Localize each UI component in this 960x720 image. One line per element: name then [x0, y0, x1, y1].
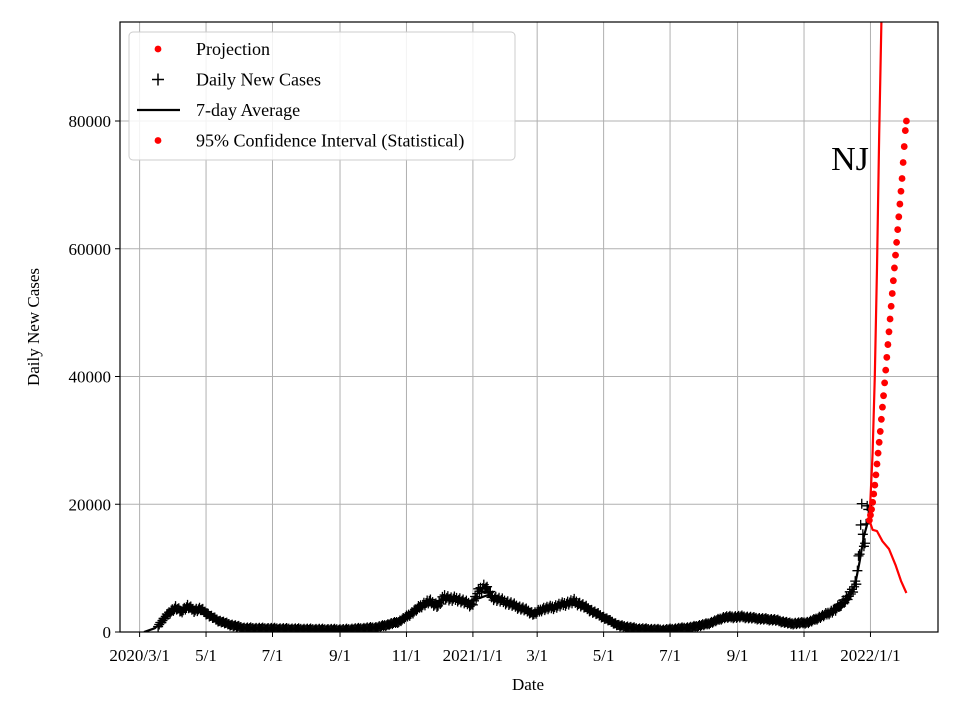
projection-point [900, 143, 908, 150]
daily-cases-marker [843, 591, 854, 602]
projection-point [882, 366, 890, 374]
x-tick-label: 9/1 [329, 646, 351, 665]
projection-point [887, 302, 895, 310]
projection-point [875, 438, 883, 446]
legend-item: 7-day Average [137, 100, 300, 120]
x-tick-label: 2020/3/1 [109, 646, 169, 665]
daily-cases-marker [857, 529, 868, 540]
daily-cases-marker [851, 579, 862, 590]
projection-point [876, 428, 884, 435]
projection-point [889, 277, 897, 285]
projection-point [871, 481, 879, 489]
projection-point [901, 127, 909, 134]
legend-item: Daily New Cases [152, 70, 321, 90]
daily-cases-marker [853, 550, 864, 561]
legend-box [128, 31, 516, 161]
projection-point [877, 415, 885, 423]
daily-cases-marker [856, 498, 867, 509]
projection-point [883, 353, 891, 361]
projection-point [896, 200, 904, 208]
y-axis-label: Daily New Cases [24, 268, 43, 386]
projection-point [872, 471, 880, 479]
daily-cases-marker [485, 586, 496, 597]
projection-point [881, 379, 889, 387]
daily-cases-marker [471, 593, 482, 604]
legend-plus-icon [152, 73, 164, 86]
x-tick-label: 9/1 [727, 646, 749, 665]
x-tick-label: 11/1 [789, 646, 819, 665]
series-line [868, 22, 883, 521]
daily-cases-marker [849, 581, 860, 592]
daily-cases-marker [854, 549, 865, 560]
daily-cases-marker [855, 519, 866, 530]
projection-point [897, 187, 905, 195]
daily-cases-marker [860, 538, 871, 549]
projection-point [894, 226, 902, 233]
projection-point [870, 490, 878, 498]
projection-point [891, 264, 898, 272]
x-axis-label: Date [512, 675, 544, 694]
daily-cases-marker [468, 595, 479, 606]
series-line [868, 519, 908, 594]
data-layer [143, 22, 910, 632]
legend: Projection Daily New Cases 7-day Average 95… [128, 31, 516, 161]
projection-point [873, 460, 881, 468]
legend-label: 7-day Average [196, 100, 300, 120]
projection-point [903, 117, 910, 125]
projection-point [898, 175, 906, 182]
legend-dot-icon [154, 45, 162, 53]
x-tick-label: 3/1 [526, 646, 548, 665]
series-95-confidence-interval-statistical-upper [868, 22, 883, 521]
projection-point [893, 238, 901, 246]
x-tick-label: 5/1 [195, 646, 217, 665]
projection-point [885, 328, 893, 336]
y-tick-label: 80000 [69, 112, 112, 131]
projection-point [888, 290, 896, 297]
axis-ticks: 2020/3/1 5/1 7/1 9/1 11/1 2021/1/1 3/1 5/1 7/1 9/… [69, 112, 901, 665]
series-projection [865, 117, 910, 524]
daily-cases-marker [845, 588, 856, 599]
state-label: NJ [831, 141, 869, 178]
y-tick-label: 40000 [69, 368, 112, 387]
legend-item: Projection [154, 39, 270, 59]
daily-cases-marker [467, 599, 478, 610]
x-tick-label: 7/1 [262, 646, 284, 665]
x-tick-label: 7/1 [659, 646, 681, 665]
daily-cases-marker [848, 587, 859, 598]
projection-point [892, 251, 899, 259]
daily-cases-marker [852, 565, 863, 576]
projection-point [895, 213, 903, 221]
projection-point [886, 315, 894, 323]
series-daily-new-cases [153, 498, 874, 632]
y-tick-label: 20000 [69, 495, 112, 514]
y-tick-label: 60000 [69, 240, 112, 259]
projection-point [899, 159, 907, 166]
legend-label: 95% Confidence Interval (Statistical) [196, 131, 464, 152]
projection-point [879, 403, 886, 411]
series-95-confidence-interval-statistical-lower [868, 519, 908, 594]
legend-label: Projection [196, 39, 270, 59]
x-tick-label: 11/1 [392, 646, 422, 665]
legend-item: 95% Confidence Interval (Statistical) [154, 131, 464, 152]
projection-point [874, 449, 882, 457]
plot-area-frame [119, 21, 939, 633]
legend-label: Daily New Cases [196, 70, 321, 90]
projection-point [884, 341, 892, 348]
daily-cases-marker [472, 588, 483, 599]
x-tick-label: 5/1 [593, 646, 615, 665]
x-tick-label: 2021/1/1 [443, 646, 503, 665]
y-tick-label: 0 [103, 623, 112, 642]
x-tick-label: 2022/1/1 [840, 646, 900, 665]
legend-dot-icon [154, 137, 162, 144]
projection-point [880, 392, 887, 400]
